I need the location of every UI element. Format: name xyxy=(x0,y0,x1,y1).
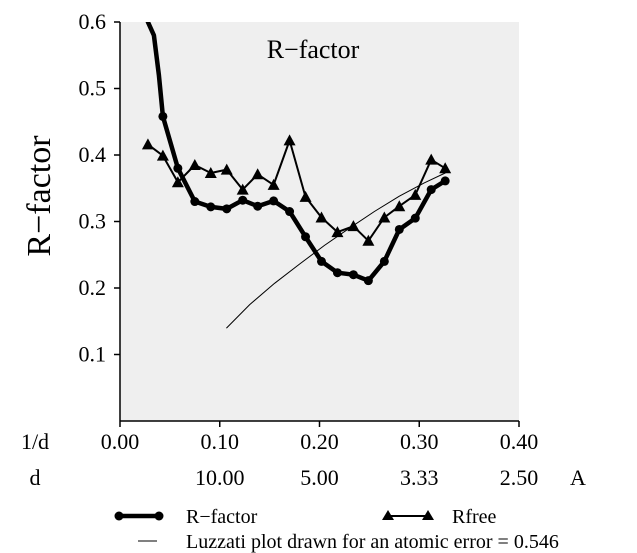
point-rfree xyxy=(204,166,217,178)
point-r-factor xyxy=(316,256,326,266)
legend-entry-r-factor: R−factor xyxy=(114,506,258,528)
legend-entry-rfree: Rfree xyxy=(382,506,497,528)
point-rfree xyxy=(171,176,184,188)
point-rfree xyxy=(141,138,154,150)
y-tick-label: 0.4 xyxy=(79,142,107,167)
point-rfree xyxy=(267,178,280,190)
x-tick-label: 0.00 xyxy=(101,429,140,454)
point-r-factor xyxy=(332,268,342,278)
point-r-factor xyxy=(158,111,168,121)
d-tick-label: 5.00 xyxy=(300,465,339,490)
point-rfree xyxy=(378,211,391,223)
y-tick-label: 0.5 xyxy=(79,76,107,101)
point-rfree xyxy=(299,190,312,202)
point-rfree xyxy=(156,149,169,161)
series-line-luzzati xyxy=(226,172,446,329)
point-rfree xyxy=(393,200,406,212)
y-axis-label: R−factor xyxy=(21,135,58,257)
axes-layer: 0.1 0.2 0.3 0.4 0.5 0.6 0.00 0.10 0.20 0.30 0.40 10… xyxy=(79,9,539,490)
point-rfree xyxy=(315,211,328,223)
legend-rfree-marker-left xyxy=(382,510,394,520)
legend-r-factor-label: R−factor xyxy=(186,506,258,528)
series-layer xyxy=(141,22,452,329)
point-r-factor xyxy=(206,202,216,212)
point-r-factor xyxy=(222,204,232,214)
x-tick-label: 0.40 xyxy=(500,429,539,454)
point-r-factor xyxy=(410,213,420,223)
y-tick-label: 0.1 xyxy=(79,342,107,367)
series-rfree xyxy=(141,134,452,246)
y-tick-label: 0.6 xyxy=(79,9,107,34)
point-r-factor xyxy=(173,163,183,173)
point-r-factor xyxy=(238,195,248,205)
legend-luzzati-label: Luzzati plot drawn for an atomic error =… xyxy=(186,531,559,553)
legend-entry-luzzati: Luzzati plot drawn for an atomic error =… xyxy=(138,531,559,553)
point-r-factor xyxy=(285,207,295,217)
series-luzzati xyxy=(226,172,446,329)
point-rfree xyxy=(425,153,438,165)
legend: R−factor Rfree Luzzati plot drawn for an… xyxy=(114,506,559,553)
point-r-factor xyxy=(301,232,311,242)
legend-r-factor-marker-left xyxy=(114,511,124,521)
point-r-factor xyxy=(348,270,358,280)
point-r-factor xyxy=(379,256,389,266)
point-rfree xyxy=(220,163,233,175)
point-rfree xyxy=(236,183,249,195)
point-rfree xyxy=(409,188,422,200)
d-axis-unit: A xyxy=(570,465,586,490)
series-line-r-factor xyxy=(145,22,448,283)
legend-r-factor-marker-right xyxy=(154,511,164,521)
y-tick-label: 0.3 xyxy=(79,209,107,234)
point-rfree xyxy=(283,134,296,146)
point-rfree xyxy=(439,162,452,174)
d-tick-label: 2.50 xyxy=(500,465,539,490)
point-r-factor xyxy=(394,224,404,234)
point-rfree xyxy=(251,168,264,180)
d-tick-label: 3.33 xyxy=(400,465,439,490)
point-r-factor xyxy=(253,201,263,211)
legend-rfree-label: Rfree xyxy=(452,506,497,528)
point-r-factor xyxy=(426,185,436,195)
legend-rfree-marker-right xyxy=(422,510,434,520)
chart-title: R−factor xyxy=(267,35,360,64)
d-tick-label: 10.00 xyxy=(195,465,245,490)
point-r-factor xyxy=(190,197,200,207)
x-axis-label: 1/d xyxy=(21,429,49,454)
point-r-factor xyxy=(269,196,279,206)
point-r-factor xyxy=(363,276,373,286)
point-r-factor xyxy=(440,176,450,186)
d-axis-label: d xyxy=(30,465,41,490)
x-tick-label: 0.30 xyxy=(400,429,439,454)
series-r-factor xyxy=(145,22,450,286)
y-tick-label: 0.2 xyxy=(79,275,107,300)
x-tick-label: 0.20 xyxy=(300,429,339,454)
point-rfree xyxy=(362,234,375,246)
point-rfree xyxy=(188,158,201,170)
x-tick-label: 0.10 xyxy=(201,429,240,454)
